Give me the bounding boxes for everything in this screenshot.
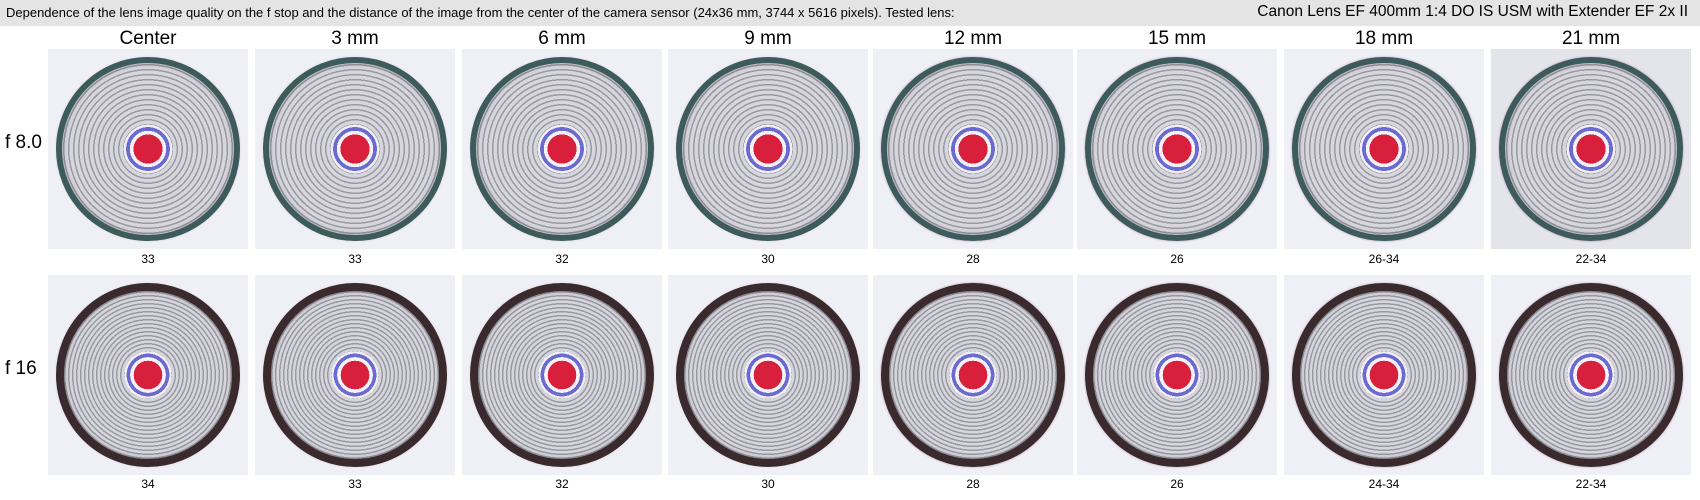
test-target-disc <box>56 57 240 241</box>
test-image-cell <box>873 49 1073 249</box>
column-header: 9 mm <box>744 28 792 49</box>
test-image-cell <box>1491 49 1691 249</box>
column-header: 18 mm <box>1354 28 1414 49</box>
resolution-score: 28 <box>966 252 980 266</box>
resolution-score: 30 <box>761 252 775 266</box>
test-image-cell <box>255 49 455 249</box>
test-target-disc <box>263 57 447 241</box>
test-target-disc <box>1085 283 1269 467</box>
test-target-disc <box>470 57 654 241</box>
header-bar: Dependence of the lens image quality on … <box>0 0 1700 26</box>
resolution-score: 26 <box>1170 252 1184 266</box>
resolution-score: 33 <box>348 477 362 491</box>
test-target-disc <box>1085 57 1269 241</box>
resolution-score: 34 <box>141 477 155 491</box>
row-label-fstop: f 8.0 <box>5 132 42 153</box>
resolution-score: 24-34 <box>1368 477 1400 491</box>
test-target-disc <box>1499 283 1683 467</box>
test-target-disc <box>470 283 654 467</box>
test-target-disc <box>881 283 1065 467</box>
column-header: 6 mm <box>538 28 586 49</box>
column-header: Center <box>119 28 177 49</box>
resolution-score: 32 <box>555 252 569 266</box>
resolution-score: 33 <box>141 252 155 266</box>
test-image-cell <box>1491 275 1691 475</box>
test-image-cell <box>255 275 455 475</box>
resolution-score: 33 <box>348 252 362 266</box>
column-header: 21 mm <box>1561 28 1621 49</box>
row-label-fstop: f 16 <box>5 358 37 379</box>
test-target-disc <box>1292 57 1476 241</box>
test-image-cell <box>668 275 868 475</box>
test-target-disc <box>263 283 447 467</box>
resolution-score: 26 <box>1170 477 1184 491</box>
column-header: 15 mm <box>1147 28 1207 49</box>
test-image-cell <box>1077 49 1277 249</box>
resolution-score: 32 <box>555 477 569 491</box>
test-image-cell <box>873 275 1073 475</box>
test-image-cell <box>1284 275 1484 475</box>
header-description: Dependence of the lens image quality on … <box>6 5 955 20</box>
column-header: 12 mm <box>943 28 1003 49</box>
test-image-cell <box>1077 275 1277 475</box>
resolution-score: 30 <box>761 477 775 491</box>
test-image-cell <box>1284 49 1484 249</box>
resolution-score: 28 <box>966 477 980 491</box>
test-image-cell <box>48 275 248 475</box>
test-target-disc <box>56 283 240 467</box>
test-image-cell <box>462 49 662 249</box>
resolution-score: 26-34 <box>1368 252 1400 266</box>
tested-lens-name: Canon Lens EF 400mm 1:4 DO IS USM with E… <box>1257 3 1688 20</box>
test-image-cell <box>668 49 868 249</box>
column-header: 3 mm <box>331 28 379 49</box>
test-target-disc <box>676 57 860 241</box>
test-target-disc <box>1292 283 1476 467</box>
test-image-cell <box>48 49 248 249</box>
resolution-score: 22-34 <box>1575 252 1607 266</box>
test-target-disc <box>881 57 1065 241</box>
resolution-score: 22-34 <box>1575 477 1607 491</box>
test-target-disc <box>1499 57 1683 241</box>
test-image-cell <box>462 275 662 475</box>
test-target-disc <box>676 283 860 467</box>
